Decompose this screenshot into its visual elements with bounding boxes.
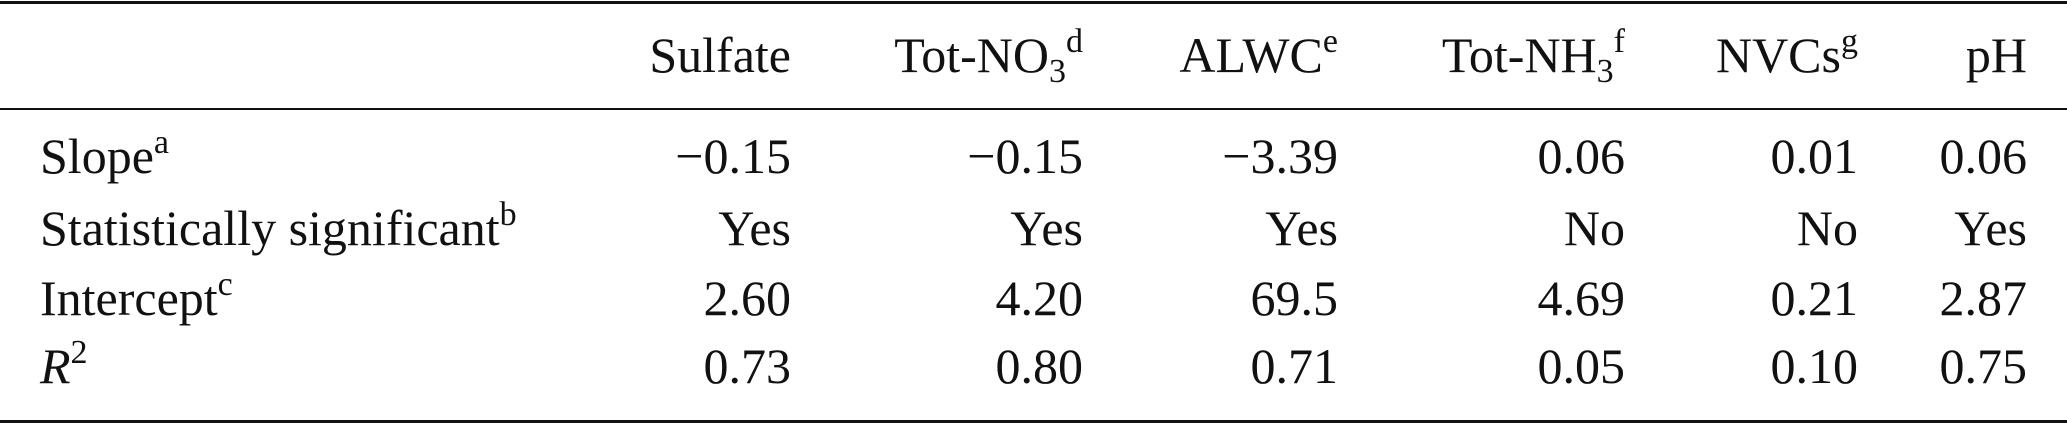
cell: 0.75 (1939, 338, 2028, 394)
cell: 0.06 (1939, 128, 2028, 184)
superscript: a (153, 124, 169, 161)
cell: 0.06 (1537, 128, 1626, 184)
superscript: d (1066, 23, 1083, 60)
text: Tot-NO (894, 27, 1049, 83)
cell: 0.71 (1250, 338, 1339, 394)
superscript: 2 (70, 334, 88, 371)
cell: 69.5 (1250, 270, 1339, 326)
top-rule (0, 1, 2067, 4)
row-label: Slopea (40, 121, 169, 191)
row-label: Statistically significantb (40, 193, 517, 263)
cell: 0.80 (995, 338, 1084, 394)
text: Tot-NH (1441, 27, 1597, 83)
cell: 2.87 (1939, 270, 2028, 326)
cell: 0.05 (1537, 338, 1626, 394)
text: pH (1965, 27, 2027, 83)
text: R (40, 338, 71, 394)
text: Statistically significant (40, 200, 500, 256)
text: Intercept (40, 270, 218, 326)
column-header: Tot-NO3d (894, 20, 1083, 90)
column-header: NVCsg (1716, 20, 1858, 90)
row-label: Interceptc (40, 263, 233, 333)
cell: −3.39 (1222, 128, 1338, 184)
cell: −0.15 (967, 128, 1083, 184)
cell: 4.69 (1537, 270, 1626, 326)
header-rule (0, 108, 2067, 110)
cell: Yes (718, 200, 791, 256)
superscript: f (1613, 23, 1625, 60)
cell: 2.60 (703, 270, 792, 326)
cell: No (1796, 200, 1858, 256)
superscript: e (1322, 23, 1338, 60)
cell: Yes (1265, 200, 1338, 256)
text: Sulfate (649, 27, 791, 83)
cell: 0.01 (1770, 128, 1859, 184)
cell: Yes (1954, 200, 2027, 256)
subscript: 3 (1596, 53, 1614, 90)
cell: 0.10 (1770, 338, 1859, 394)
cell: −0.15 (675, 128, 791, 184)
cell: No (1563, 200, 1625, 256)
column-header: ALWCe (1179, 20, 1338, 90)
text: ALWC (1179, 27, 1323, 83)
column-header: Sulfate (649, 20, 791, 90)
cell: Yes (1010, 200, 1083, 256)
row-label: R2 (40, 331, 88, 401)
text: Slope (40, 128, 154, 184)
cell: 4.20 (995, 270, 1084, 326)
subscript: 3 (1049, 53, 1066, 90)
superscript: c (217, 266, 233, 303)
cell: 0.73 (703, 338, 792, 394)
column-header: Tot-NH3f (1442, 20, 1625, 90)
text: NVCs (1715, 27, 1841, 83)
cell: 0.21 (1770, 270, 1859, 326)
superscript: b (499, 196, 517, 233)
superscript: g (1841, 23, 1858, 60)
bottom-rule (0, 420, 2067, 423)
column-header: pH (1966, 20, 2027, 90)
